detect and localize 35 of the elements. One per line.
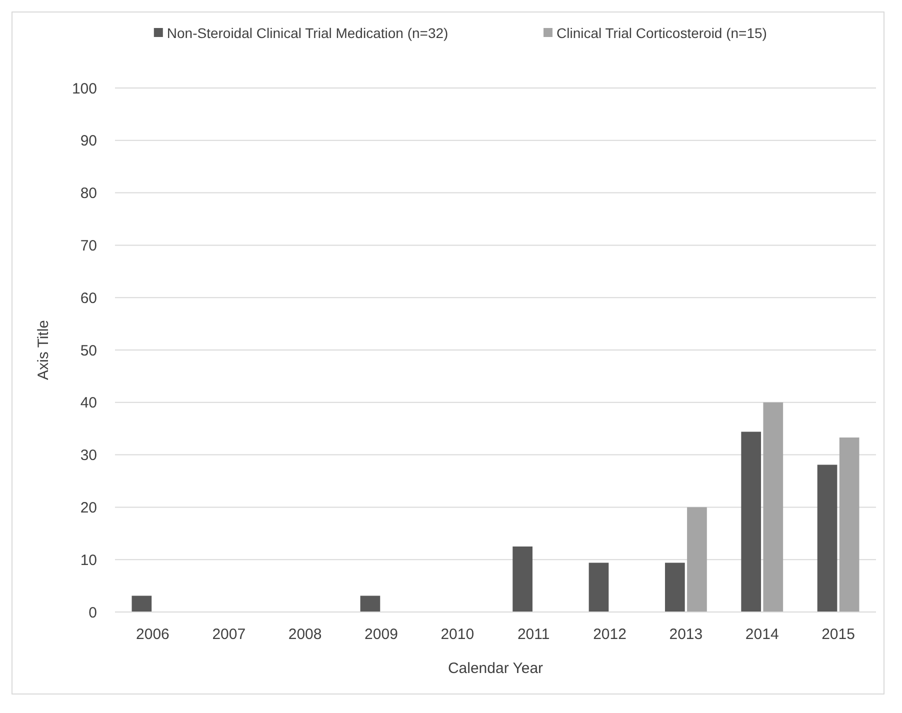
y-tick-label: 70 — [80, 237, 97, 254]
y-tick-label: 0 — [88, 604, 97, 622]
x-tick-label: 2006 — [136, 626, 170, 643]
x-tick-label: 2008 — [288, 626, 322, 643]
y-tick-label: 20 — [80, 499, 97, 516]
x-tick-label: 2014 — [745, 626, 779, 643]
y-tick-label: 30 — [80, 447, 97, 464]
legend-label: Clinical Trial Corticosteroid (n=15) — [556, 25, 767, 41]
bar — [817, 464, 838, 612]
y-tick-label: 100 — [72, 80, 97, 98]
y-tick-label: 40 — [80, 394, 97, 412]
bar — [687, 507, 707, 612]
y-tick-label: 10 — [80, 552, 97, 569]
x-tick-label: 2009 — [364, 626, 398, 643]
x-tick-label: 2010 — [440, 626, 474, 643]
x-tick-label: 2011 — [517, 626, 550, 643]
y-tick-label: 60 — [80, 290, 97, 307]
bar — [763, 402, 784, 612]
bar — [588, 562, 609, 612]
x-tick-label: 2015 — [822, 626, 855, 643]
legend-label: Non-Steroidal Clinical Trial Medication (n=32) — [166, 25, 448, 41]
y-tick-label: 50 — [80, 342, 97, 360]
y-axis-title: Axis Title — [35, 320, 52, 380]
bar — [839, 438, 860, 612]
bar — [360, 596, 380, 612]
bar — [512, 546, 532, 612]
x-tick-label: 2013 — [669, 626, 703, 643]
bar — [132, 596, 152, 612]
bar — [664, 562, 685, 612]
y-tick-label: 90 — [80, 132, 97, 150]
x-tick-label: 2012 — [593, 626, 626, 643]
y-tick-label: 80 — [80, 185, 97, 202]
x-axis-title: Calendar Year — [448, 660, 544, 677]
bar — [741, 432, 762, 612]
x-tick-label: 2007 — [212, 626, 246, 643]
